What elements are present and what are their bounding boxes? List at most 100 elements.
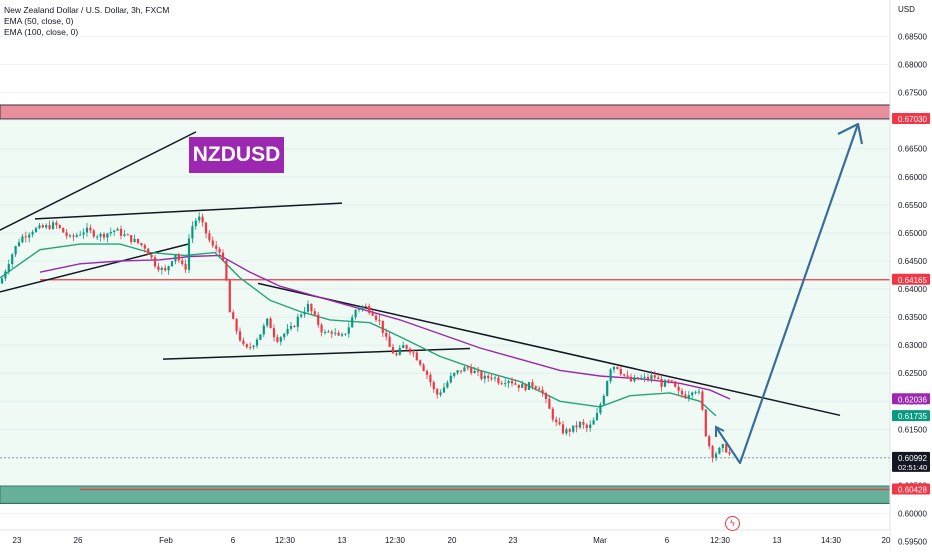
candle-bear	[41, 223, 44, 229]
candle-bull	[714, 451, 718, 461]
candle-bear	[514, 379, 517, 386]
candle-bear	[388, 332, 391, 348]
candle-body	[378, 319, 381, 321]
candle-bear	[218, 246, 221, 255]
candle-bull	[609, 368, 612, 384]
candle-body	[368, 306, 371, 313]
candle-bear	[238, 327, 242, 343]
candle-bull	[663, 378, 667, 388]
lightning-icon[interactable]: ϟ	[725, 516, 740, 531]
y-tick-label: 0.62500	[898, 369, 927, 378]
resistance-zone	[0, 104, 891, 120]
candle-body	[323, 331, 327, 333]
candle-bear	[368, 303, 371, 316]
candle-bear	[157, 262, 160, 273]
candle-body	[4, 271, 7, 279]
candle-bear	[538, 385, 541, 390]
candle-body	[711, 446, 714, 458]
candle-body	[385, 332, 388, 337]
trendlines	[0, 131, 841, 417]
candle-body	[208, 233, 211, 241]
candle-bear	[616, 366, 619, 370]
candle-body	[582, 421, 585, 425]
candle-body	[476, 370, 480, 372]
candle-body	[28, 234, 31, 238]
candle-bull	[351, 314, 354, 328]
candle-bear	[626, 370, 629, 379]
candle-bull	[599, 402, 602, 415]
candle-bear	[653, 370, 656, 382]
candle-bear	[670, 379, 673, 383]
candle-body	[204, 222, 208, 234]
candle-body	[330, 331, 333, 334]
candle-bear	[422, 363, 425, 372]
candle-bull	[252, 344, 255, 350]
candle-body	[269, 318, 272, 329]
candle-bear	[313, 308, 316, 317]
candle-bull	[194, 217, 197, 230]
green-region	[0, 120, 890, 487]
candle-body	[211, 240, 214, 246]
candle-bull	[483, 372, 486, 384]
price-label-text: 0.60428	[898, 486, 927, 495]
candle-bear	[660, 375, 663, 392]
candle-bull	[198, 212, 201, 224]
candle-body	[633, 377, 636, 382]
candle-bear	[548, 395, 551, 409]
candle-body	[344, 333, 347, 335]
candle-body	[286, 328, 289, 334]
candle-bear	[215, 241, 218, 253]
candle-body	[262, 325, 265, 335]
candle-body	[62, 227, 65, 233]
candle-bear	[534, 385, 537, 391]
candle-bull	[286, 324, 289, 336]
candle-bull	[303, 307, 306, 318]
candle-bull	[170, 260, 174, 268]
candle-body	[296, 316, 299, 327]
candle-bear	[466, 365, 469, 371]
candle-bear	[150, 254, 153, 260]
candle-bear	[459, 370, 463, 374]
candle-bull	[456, 370, 459, 375]
candle-body	[670, 380, 673, 382]
candle-body	[303, 311, 306, 315]
candle-body	[578, 421, 582, 428]
candle-body	[497, 377, 500, 384]
candle-bear	[381, 320, 384, 338]
candle-bull	[75, 232, 78, 238]
candle-body	[191, 226, 194, 239]
candle-bull	[34, 226, 38, 233]
candle-body	[395, 353, 398, 355]
candle-bull	[507, 379, 510, 388]
candle-body	[463, 367, 466, 372]
candle-bull	[347, 322, 350, 338]
candle-bear	[126, 233, 129, 236]
candle-bull	[449, 372, 452, 384]
candle-bull	[446, 380, 449, 389]
candle-body	[697, 391, 701, 393]
candle-bear	[164, 264, 167, 272]
ema100-legend[interactable]: EMA (100, close, 0)	[4, 27, 79, 37]
candle-body	[48, 225, 51, 229]
candle-body	[218, 248, 221, 253]
candle-bear	[65, 229, 68, 240]
candle-body	[599, 404, 602, 414]
candle-body	[194, 220, 197, 227]
candle-bull	[289, 321, 293, 331]
candle-body	[68, 235, 72, 237]
ema50-legend[interactable]: EMA (50, close, 0)	[4, 16, 74, 26]
candle-body	[99, 233, 102, 237]
candle-bull	[255, 337, 259, 349]
candle-body	[391, 346, 395, 354]
price-label-text: 0.61735	[898, 412, 927, 421]
candle-body	[17, 242, 21, 247]
x-tick-label: Feb	[159, 536, 173, 545]
candle-bear	[184, 259, 187, 274]
candle-bear	[619, 365, 622, 376]
price-label-text: 0.67030	[898, 115, 927, 124]
candle-body	[361, 305, 364, 309]
candle-body	[249, 347, 252, 349]
arrow-path	[715, 123, 860, 465]
candle-bull	[718, 446, 721, 455]
